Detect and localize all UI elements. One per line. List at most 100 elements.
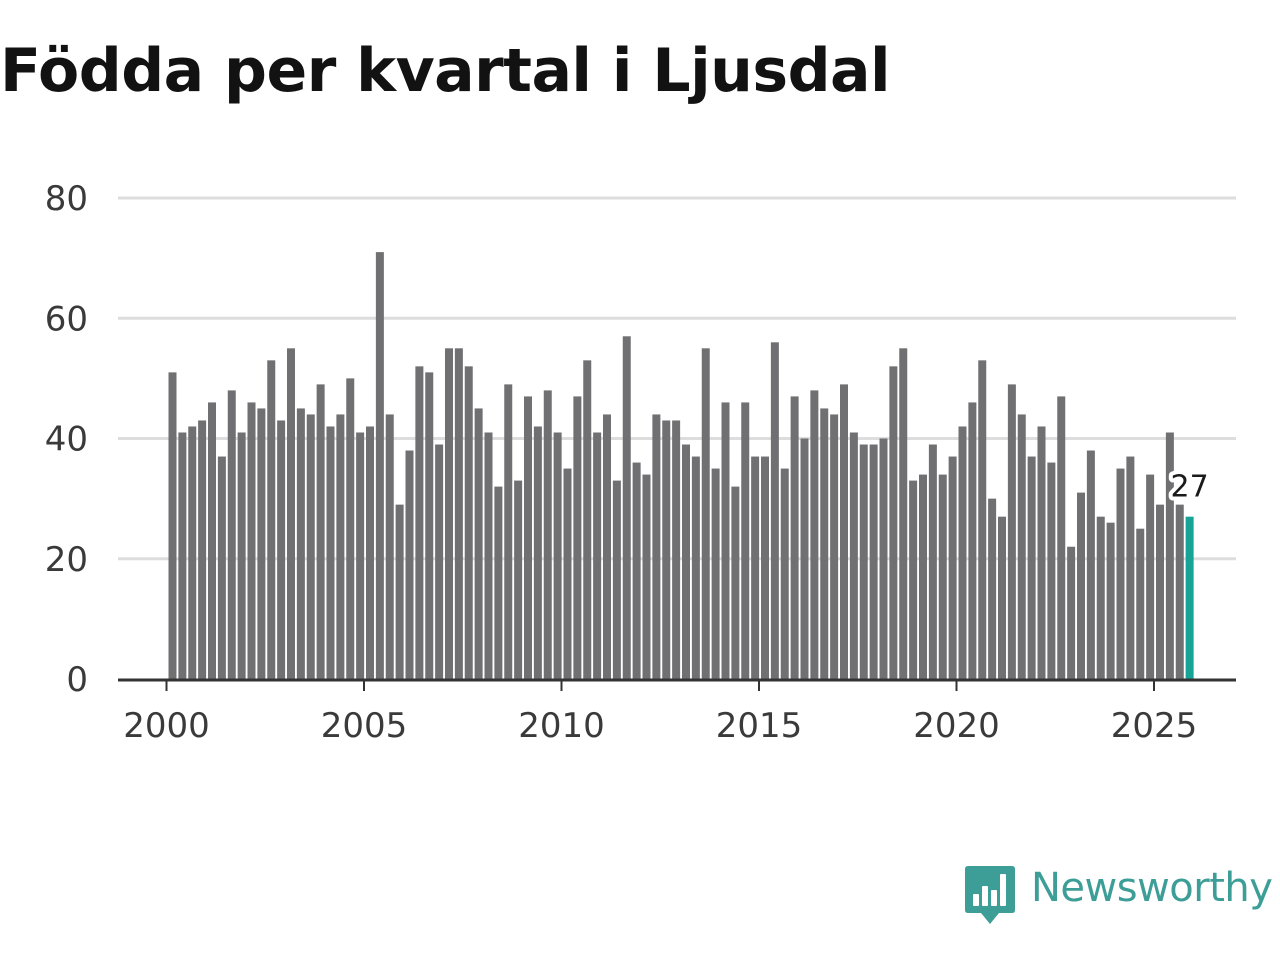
bar: [1165, 432, 1174, 679]
bar: [415, 366, 424, 679]
bar: [514, 480, 523, 679]
bar: [1156, 504, 1164, 679]
bar: [198, 420, 207, 679]
bar: [454, 348, 463, 679]
bar: [1136, 528, 1145, 679]
brand-name: Newsworthy: [1031, 865, 1273, 911]
bar: [336, 414, 345, 679]
bar: [909, 480, 918, 679]
bar: [859, 444, 868, 679]
bar: [1057, 396, 1066, 679]
bar: [237, 432, 246, 679]
newsworthy-logo-icon: [965, 866, 1015, 924]
bar: [682, 444, 690, 679]
bar: [533, 426, 542, 679]
bar: [178, 432, 187, 679]
bar: [711, 468, 720, 679]
value-label-halo: 27: [1171, 470, 1209, 505]
bar: [346, 378, 355, 679]
y-tick-label: 0: [66, 660, 88, 700]
bar: [889, 366, 898, 679]
bar: [810, 390, 819, 679]
x-tick-label: 2010: [518, 706, 605, 746]
bar: [603, 414, 611, 679]
bar: [1017, 414, 1026, 679]
bar: [849, 432, 858, 679]
bar: [375, 252, 384, 680]
bar: [721, 402, 730, 679]
brand: Newsworthy: [965, 865, 1273, 926]
bar: [583, 360, 592, 679]
bar: [1175, 504, 1184, 679]
bar: [869, 444, 878, 679]
bar: [1067, 546, 1076, 679]
bar: [316, 384, 325, 679]
bar: [1007, 384, 1016, 679]
bar: [780, 468, 789, 679]
bar: [484, 432, 493, 679]
bar: [543, 390, 552, 679]
bar: [1037, 426, 1046, 679]
x-tick-label: 2000: [123, 706, 210, 746]
bars: [168, 252, 1194, 680]
bar: [366, 426, 374, 679]
bar: [247, 402, 256, 679]
bar: [691, 456, 700, 679]
bar: [879, 438, 888, 679]
bar-highlighted: [1185, 516, 1194, 679]
bar: [356, 432, 365, 679]
value-label: 27: [1171, 470, 1209, 505]
chart-title: Födda per kvartal i Ljusdal: [0, 36, 891, 106]
bar: [1027, 456, 1036, 679]
bar: [425, 372, 434, 679]
bar: [1116, 468, 1125, 679]
bar: [978, 360, 987, 679]
bar: [1077, 492, 1085, 679]
bar: [761, 456, 769, 679]
bar: [652, 414, 661, 679]
bar: [1146, 474, 1155, 679]
bar: [731, 486, 740, 679]
bar: [1086, 450, 1095, 679]
bar: [405, 450, 414, 679]
bar: [899, 348, 908, 679]
bar: [217, 456, 226, 679]
bar: [820, 408, 829, 679]
bar: [770, 342, 779, 679]
bar: [840, 384, 848, 679]
bar: [1126, 456, 1135, 679]
bar: [1096, 516, 1105, 679]
bar: [306, 414, 315, 679]
bar: [553, 432, 562, 679]
bar: [938, 474, 947, 679]
bar: [257, 408, 266, 679]
bar: [445, 348, 453, 679]
bar: [968, 402, 977, 679]
bar: [524, 396, 532, 679]
bar: [919, 474, 927, 679]
bar: [573, 396, 582, 679]
bar: [1106, 522, 1115, 679]
bar: [622, 336, 631, 679]
x-axis-labels: 2000 2005 2010 2015 2020 2025: [123, 706, 1197, 746]
bar: [464, 366, 473, 679]
bar: [593, 432, 602, 679]
bar: [208, 402, 216, 679]
bar: [296, 408, 305, 679]
bar: [612, 480, 621, 679]
bar: [1047, 462, 1056, 679]
bar: [287, 348, 295, 679]
bar: [494, 486, 503, 679]
bar: [504, 384, 513, 679]
y-axis-labels: 0 20 40 60 80: [45, 179, 88, 700]
bar: [395, 504, 404, 679]
bar: [227, 390, 236, 679]
y-tick-label: 20: [45, 540, 88, 580]
x-tick-label: 2015: [716, 706, 803, 746]
bar: [326, 426, 335, 679]
bar: [830, 414, 839, 679]
bar: [701, 348, 710, 679]
